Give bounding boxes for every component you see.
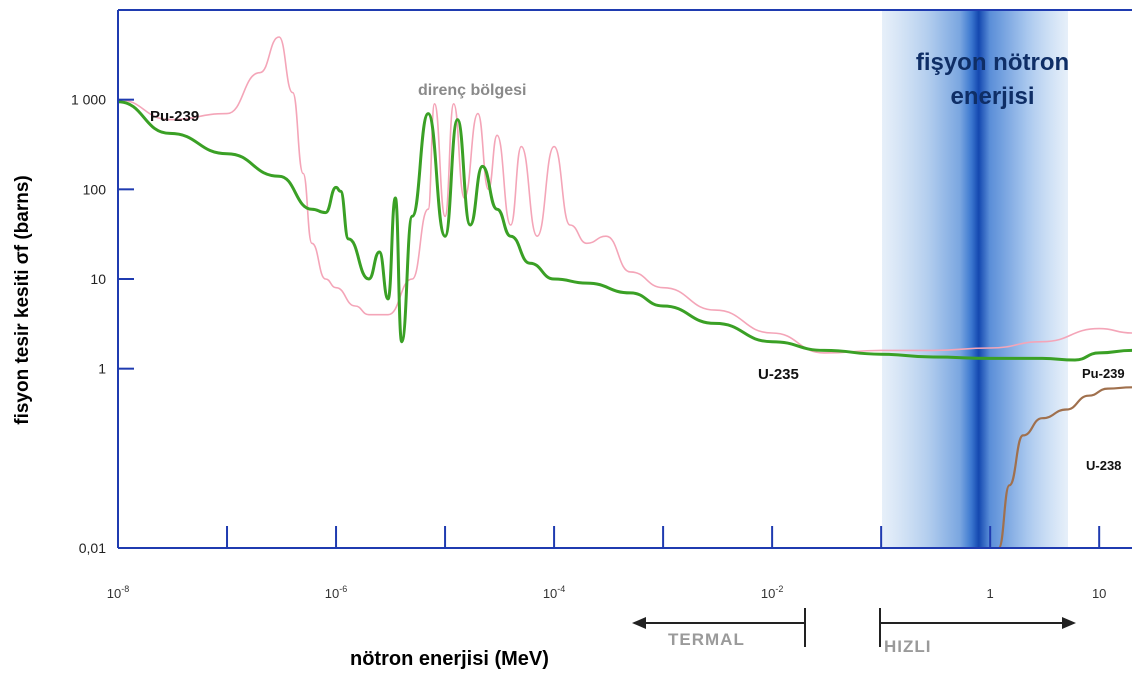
x-tick-label: 10-6 (325, 584, 347, 601)
fission-energy-label-line1: fişyon nötron (915, 49, 1070, 76)
series-label-pu239-right: Pu-239 (1082, 366, 1125, 381)
x-tick-label: 10-4 (543, 584, 565, 601)
y-tick-label: 1 000 (71, 92, 106, 108)
fast-label: HIZLI (884, 637, 932, 656)
x-tick-label: 10-2 (761, 584, 783, 601)
x-tick-label: 1 (987, 586, 994, 601)
x-tick-label: 10 (1092, 586, 1106, 601)
fission-energy-band (882, 10, 1068, 548)
x-axis-label: nötron enerjisi (MeV) (350, 648, 549, 670)
series-label-u238: U-238 (1086, 458, 1122, 473)
y-tick-label: 10 (90, 271, 106, 287)
x-tick-label: 10-8 (107, 584, 129, 601)
thermal-label: TERMAL (668, 630, 745, 649)
series-line-pu239 (117, 36, 1132, 354)
fission-energy-label: fişyon nötron enerjisi (880, 46, 1105, 114)
y-axis-label: fisyon tesir kesiti σf (barns) (12, 175, 33, 425)
fast-arrow-head (1062, 617, 1076, 629)
resonance-region-label: direnç bölgesi (418, 82, 527, 99)
fission-energy-label-line2: enerjisi (950, 83, 1035, 110)
thermal-arrow-head (632, 617, 646, 629)
series-label-pu239-left: Pu-239 (150, 108, 200, 125)
y-tick-label: 100 (83, 181, 107, 197)
series-line-u235 (117, 100, 1132, 362)
y-tick-label: 0,01 (79, 540, 106, 556)
y-axis-label-wrap: fisyon tesir kesiti σf (barns) (8, 110, 38, 490)
series-line-u238 (997, 386, 1132, 550)
y-tick-label: 1 (98, 361, 106, 377)
series-label-u235: U-235 (758, 366, 799, 383)
